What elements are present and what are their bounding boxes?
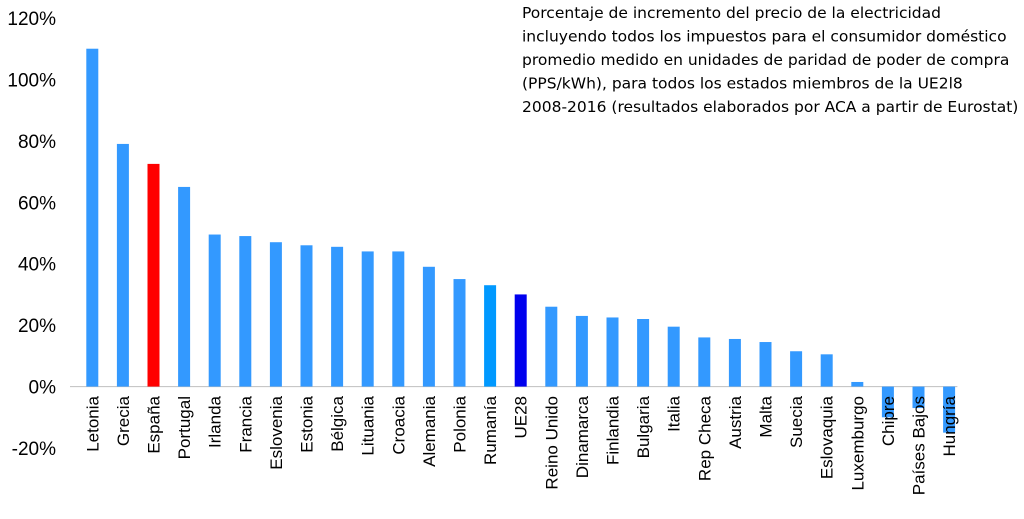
y-tick-label: -20% [12,439,56,460]
x-category-label: Eslovenia [267,395,286,469]
bar [851,381,864,387]
y-tick-label: 40% [18,255,56,276]
bar [178,186,191,387]
x-category-label: Reino Unido [542,396,561,490]
x-category-label: Grecia [114,395,133,446]
y-tick-label: 120% [7,9,56,30]
bar [698,337,711,387]
x-category-label: Croacia [389,395,408,454]
bar [637,319,650,387]
bar [667,326,680,387]
y-tick-label: 80% [18,132,56,153]
bar [208,234,221,387]
x-category-label: Finlandia [604,395,623,465]
x-category-label: Rumanía [481,395,500,465]
bar [606,317,619,387]
x-category-label: Bélgica [328,395,347,451]
x-category-label: Dinamarca [573,395,592,478]
bar [422,266,435,387]
bar [943,386,956,433]
x-category-label: España [145,395,164,453]
x-axis-category-labels: Letonia Grecia España Portugal Irlanda Franci… [83,395,959,495]
y-tick-label: 60% [18,193,56,214]
x-category-label: Portugal [175,396,194,459]
bar [912,386,925,409]
bar [790,351,803,387]
x-category-label: Alemania [420,395,439,466]
x-category-label: Irlanda [206,395,225,448]
bar [361,251,374,387]
bar [300,245,313,387]
bar [881,386,894,418]
bar [331,246,344,387]
y-tick-label: 0% [29,378,57,399]
x-category-label: Letonia [83,395,102,451]
x-category-label: Francia [236,395,255,452]
x-category-label: Hungría [940,395,959,456]
bar [514,294,527,387]
x-category-label: Lituania [359,395,378,455]
chart-title-line: promedio medido en unidades de paridad d… [522,51,1009,69]
bar [453,279,466,387]
x-category-label: Países Bajos [910,396,929,495]
x-category-label: Chipre [879,396,898,446]
x-category-label: Polonia [451,395,470,452]
chart-title-line: 2008-2016 (resultados elaborados por ACA… [522,98,1018,116]
bar [484,285,497,387]
y-axis-tick-labels: 120% 100% 80% 60% 40% 20% 0% -20% [7,9,56,460]
chart-title-line: (PPS/kWh), para todos los estados miembr… [522,75,963,93]
bar [116,143,129,387]
bar [147,163,160,387]
y-tick-label: 100% [7,70,56,91]
bar [86,48,99,387]
x-category-label: Rep Checa [695,395,714,481]
x-category-label: Estonia [298,395,317,452]
x-category-label: Italia [665,395,684,431]
bar [545,306,558,387]
chart-title-line: incluyendo todos los impuestos para el c… [522,28,1007,46]
bars-group [86,48,956,433]
bar [820,354,833,387]
x-category-label: Malta [757,395,776,437]
x-category-label: Austria [726,395,745,448]
x-category-label: Suecia [787,395,806,448]
x-category-label: Luxemburgo [848,396,867,491]
bar [392,251,405,387]
bar [759,342,772,387]
chart-title: Porcentaje de incremento del precio de l… [522,4,1018,116]
chart-title-line: Porcentaje de incremento del precio de l… [522,4,941,22]
x-category-label: UE28 [512,396,531,439]
x-category-label: Eslovaquia [818,395,837,479]
x-category-label: Bulgaria [634,395,653,458]
bar [269,242,282,387]
bar [575,315,588,387]
bar [239,236,252,387]
bar [728,338,741,387]
y-tick-label: 20% [18,316,56,337]
